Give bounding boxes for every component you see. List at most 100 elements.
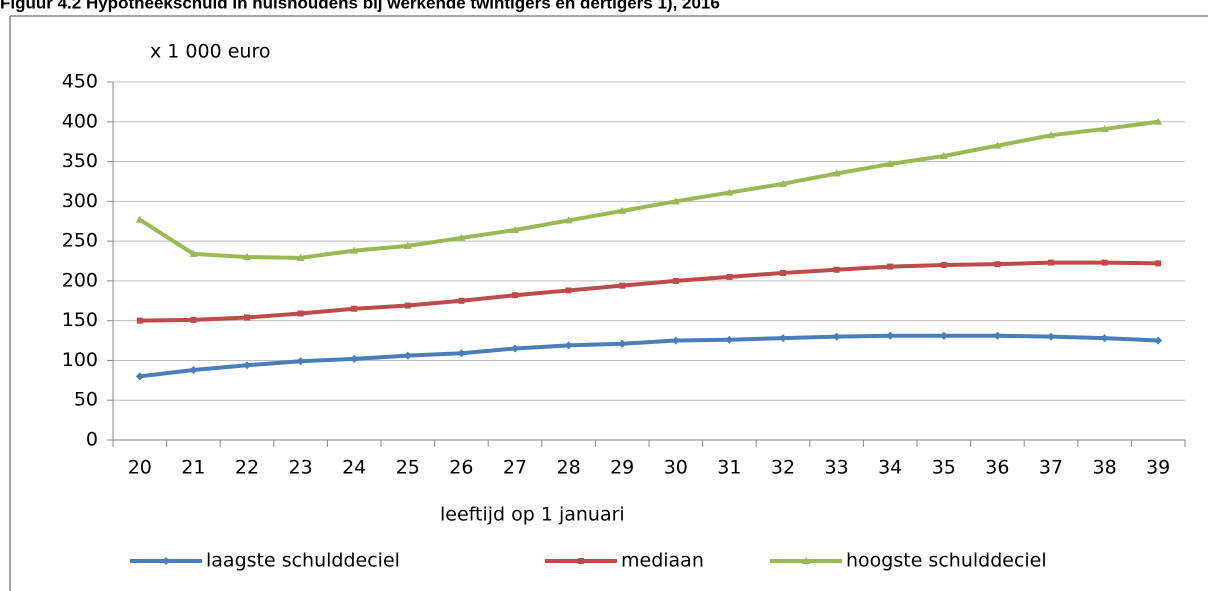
legend-label: mediaan [621,550,704,572]
point [457,349,466,358]
point [618,206,627,214]
point [135,215,144,223]
point [993,331,1002,340]
x-tick-label: 30 [664,457,688,479]
x-tick-label: 25 [396,457,420,479]
x-tick-label: 27 [503,457,527,479]
point [779,179,787,187]
point [297,310,304,317]
legend-label: laagste schulddeciel [206,550,400,572]
point [887,263,894,270]
series-line [139,333,1159,379]
y-tick-label: 50 [74,389,98,411]
point [511,225,519,233]
point [243,253,251,261]
point [725,188,734,196]
point [190,316,197,323]
point [244,314,250,321]
point [296,253,305,261]
x-tick-label: 35 [932,457,956,479]
point [939,331,948,340]
point [1047,332,1055,341]
point [779,334,787,343]
x-tick-label: 37 [1039,457,1063,479]
point [939,151,948,159]
y-tick-label: 200 [62,269,98,291]
y-tick-label: 0 [86,429,98,451]
point [671,336,680,345]
legend-marker [162,557,170,565]
y-axis-label: x 1 000 euro [150,41,270,63]
point [1154,117,1163,125]
legend-marker [578,558,584,564]
point [618,339,627,348]
y-tick-label: 400 [62,110,98,132]
point [1100,334,1109,343]
point [189,365,198,374]
x-tick-label: 23 [289,457,313,479]
point [886,159,895,167]
point [351,305,358,312]
point [672,277,679,284]
point [350,354,359,363]
point [832,169,841,177]
x-axis-label: leeftijd op 1 januari [440,504,625,526]
point [1100,124,1109,132]
point [725,335,734,344]
point [993,141,1002,149]
y-tick-label: 350 [62,150,98,172]
point [886,331,895,340]
point [403,351,412,360]
x-tick-label: 31 [717,457,741,479]
point [511,344,519,353]
point [833,266,840,273]
legend-label: hoogste schulddeciel [846,550,1047,572]
x-tick-label: 24 [342,457,366,479]
point [564,216,573,224]
point [726,273,733,280]
x-tick-label: 26 [449,457,473,479]
point [1048,259,1054,266]
y-tick-label: 250 [62,230,98,252]
point [404,302,411,309]
series-line [139,260,1159,323]
legend-marker [802,557,810,564]
x-tick-label: 20 [128,457,152,479]
series-line [138,119,1159,260]
point [994,261,1001,268]
point [619,282,626,289]
point [457,233,466,241]
x-tick-label: 36 [985,457,1009,479]
point [1047,131,1055,139]
y-tick-label: 100 [62,349,98,371]
point [512,292,518,299]
chart-title: Figuur 4.2 Hypotheekschuld in huishouden… [0,0,720,12]
y-tick-label: 150 [62,309,98,331]
point [296,357,305,366]
x-tick-label: 28 [557,457,581,479]
x-tick-label: 29 [610,457,634,479]
x-tick-label: 33 [825,457,849,479]
point [940,261,947,268]
point [135,372,144,381]
x-tick-label: 39 [1146,457,1170,479]
point [1154,336,1163,345]
point [350,246,359,254]
y-tick-label: 300 [62,190,98,212]
x-tick-label: 22 [235,457,259,479]
point [189,249,198,257]
point [458,297,465,304]
point [565,287,572,294]
x-tick-label: 32 [771,457,795,479]
x-tick-label: 34 [878,457,902,479]
point [832,332,841,341]
point [243,361,251,370]
point [564,341,573,350]
point [136,317,143,324]
point [1101,259,1108,266]
point [671,197,680,205]
x-tick-label: 21 [181,457,205,479]
y-tick-label: 450 [62,71,98,93]
x-tick-label: 38 [1093,457,1117,479]
point [1155,260,1162,267]
